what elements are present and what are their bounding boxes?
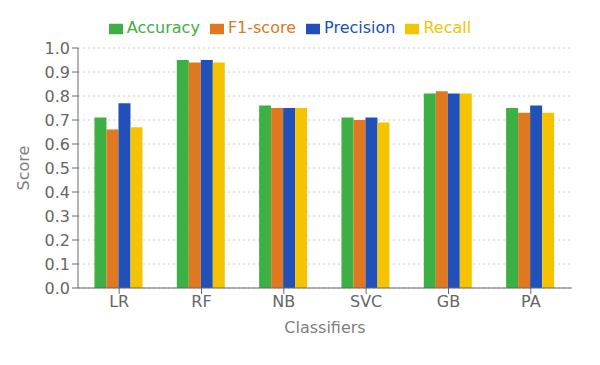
svg-text:0.7: 0.7 (45, 111, 70, 130)
html-text:F1-score: F1-score (227, 18, 296, 37)
svg-text:PA: PA (521, 292, 541, 311)
svg-text:0.2: 0.2 (45, 231, 70, 250)
svg-text:0.9: 0.9 (45, 63, 70, 82)
svg-text:0.0: 0.0 (45, 279, 70, 298)
svg-text:0.6: 0.6 (45, 135, 70, 154)
svg-text:0.1: 0.1 (45, 255, 70, 274)
html-text:Recall: Recall (423, 18, 472, 37)
svg-text:0.5: 0.5 (45, 159, 70, 178)
svg-text:RF: RF (191, 292, 211, 311)
svg-text:Score: Score (14, 146, 33, 191)
html-text:Accuracy: Accuracy (126, 18, 200, 37)
svg-text:0.4: 0.4 (45, 183, 70, 202)
svg-text:GB: GB (437, 292, 460, 311)
svg-text:1.0: 1.0 (45, 39, 70, 58)
svg-text:0.8: 0.8 (45, 87, 70, 106)
svg-text:NB: NB (272, 292, 295, 311)
svg-text:Classifiers: Classifiers (284, 318, 365, 337)
svg-text:SVC: SVC (350, 292, 382, 311)
html-text:Precision: Precision (324, 18, 396, 37)
svg-text:0.3: 0.3 (45, 207, 70, 226)
svg-text:LR: LR (109, 292, 129, 311)
